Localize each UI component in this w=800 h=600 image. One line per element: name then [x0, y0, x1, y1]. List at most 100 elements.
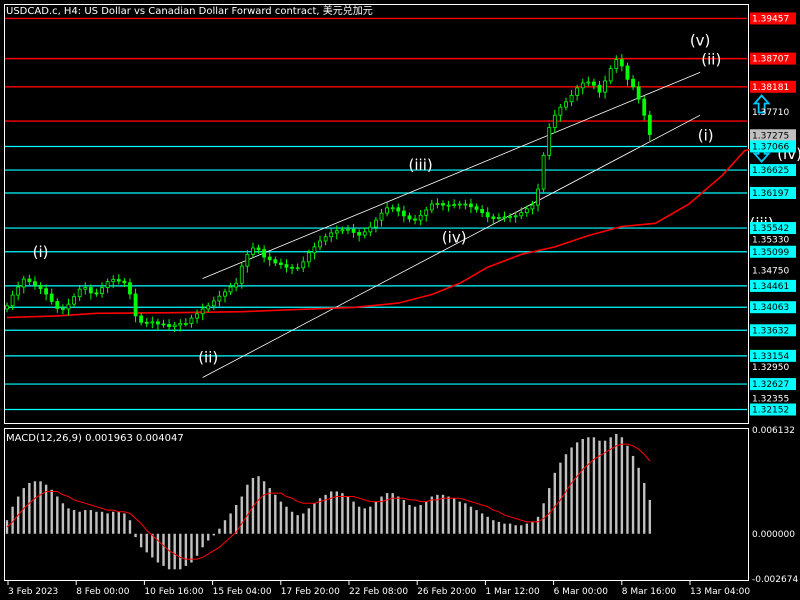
price-tag — [750, 186, 796, 199]
candle-body — [608, 68, 613, 82]
macd-bar — [268, 488, 271, 534]
candle-body — [530, 204, 535, 210]
candle-body — [536, 188, 540, 206]
candle-body — [374, 219, 378, 228]
candle-body — [16, 286, 21, 296]
chart-header: USDCAD.c, H4: US Dollar vs Canadian Doll… — [6, 4, 373, 17]
candle-body — [66, 303, 71, 310]
price-tag — [750, 245, 796, 258]
price-tag — [750, 301, 796, 314]
candle-body — [178, 323, 183, 326]
candle-body — [278, 262, 283, 265]
candle-body — [631, 78, 635, 88]
candle-body — [491, 216, 496, 219]
macd-bar — [441, 494, 445, 534]
candle-body — [139, 315, 144, 323]
candle-body — [60, 308, 65, 310]
macd-bar — [369, 506, 372, 534]
candle-body — [72, 296, 76, 305]
price-axis: 1.39457 1.38707 1.38181 1.37710 1.372751.370… — [750, 12, 796, 416]
macd-bar — [22, 488, 25, 534]
wave-label: (v) — [690, 32, 711, 50]
price-tag — [750, 349, 796, 362]
candle-body — [513, 215, 518, 218]
macd-bar — [257, 476, 260, 534]
candle-body — [251, 247, 255, 255]
candle-body — [368, 226, 373, 233]
macd-bar — [503, 523, 506, 534]
macd-bar — [346, 496, 350, 534]
candle-body — [379, 212, 384, 221]
macd-bar — [162, 533, 165, 566]
candle-body — [161, 323, 166, 326]
candle-body — [318, 240, 322, 248]
candle-body — [541, 154, 546, 190]
price-tag — [750, 403, 796, 416]
macd-bar — [240, 496, 243, 534]
macd-bar — [290, 511, 294, 534]
macd-bar — [413, 506, 417, 534]
candle-body — [496, 217, 501, 219]
candle-body — [312, 246, 317, 254]
price-tag — [750, 52, 796, 65]
time-tick-label: 22 Feb 08:00 — [349, 587, 408, 597]
macd-bar — [452, 498, 456, 534]
macd-bar — [587, 437, 590, 534]
candle-body — [564, 101, 568, 108]
candle-body — [150, 321, 155, 324]
macd-bar — [525, 523, 529, 534]
price-tick-label: 1.35542 — [752, 224, 789, 234]
candle-body — [625, 65, 630, 80]
price-tick-label: 1.34461 — [752, 282, 789, 292]
macd-bar — [318, 498, 322, 534]
price-tick-label: 1.32152 — [752, 406, 789, 416]
candle-body — [284, 264, 289, 268]
price-tag — [750, 222, 796, 235]
macd-bar — [408, 504, 411, 534]
macd-signal-line — [6, 443, 651, 560]
macd-bar — [480, 513, 484, 534]
time-tick-label: 10 Feb 16:00 — [144, 587, 203, 597]
candle-body — [552, 114, 557, 128]
macd-pane: 0.006132 0.000000 -0.002674 — [5, 426, 798, 585]
channel-line — [202, 72, 701, 279]
wave-label: (ii) — [198, 349, 218, 367]
price-tag — [750, 129, 796, 142]
macd-bar — [262, 481, 266, 534]
candle-body — [351, 228, 356, 233]
macd-bar — [61, 503, 65, 534]
time-tick-label: 6 Mar 00:00 — [554, 587, 609, 597]
candle-body — [94, 292, 99, 295]
price-tag — [750, 80, 796, 93]
macd-bar — [531, 521, 534, 534]
time-tick-label: 17 Feb 20:00 — [281, 587, 340, 597]
candle-body — [144, 321, 149, 324]
macd-bar — [497, 521, 501, 534]
macd-bar — [251, 477, 255, 534]
candle-body — [88, 287, 93, 294]
macd-bar — [536, 516, 540, 534]
macd-bar — [385, 493, 389, 534]
candle-body — [122, 280, 127, 284]
macd-bar — [28, 482, 31, 534]
macd-bar — [548, 488, 551, 534]
candle-body — [211, 300, 216, 307]
macd-bar — [609, 437, 612, 534]
candle-body — [619, 59, 624, 67]
candle-body — [295, 267, 300, 270]
macd-bar — [151, 533, 154, 558]
wave-label: (iii) — [409, 156, 433, 174]
candle-body — [273, 259, 278, 264]
macd-tick-label: -0.002674 — [752, 575, 798, 585]
price-tick-label: 1.32627 — [752, 380, 789, 390]
price-tick-label: 1.36625 — [752, 166, 789, 176]
candle-body — [586, 81, 591, 84]
macd-bar — [117, 511, 120, 534]
price-tick-label: 1.33154 — [752, 352, 789, 362]
macd-bar — [223, 520, 227, 534]
price-tick-label: 1.35330 — [752, 235, 789, 245]
price-tick-label: 1.35099 — [752, 248, 789, 258]
candle-body — [133, 293, 138, 317]
